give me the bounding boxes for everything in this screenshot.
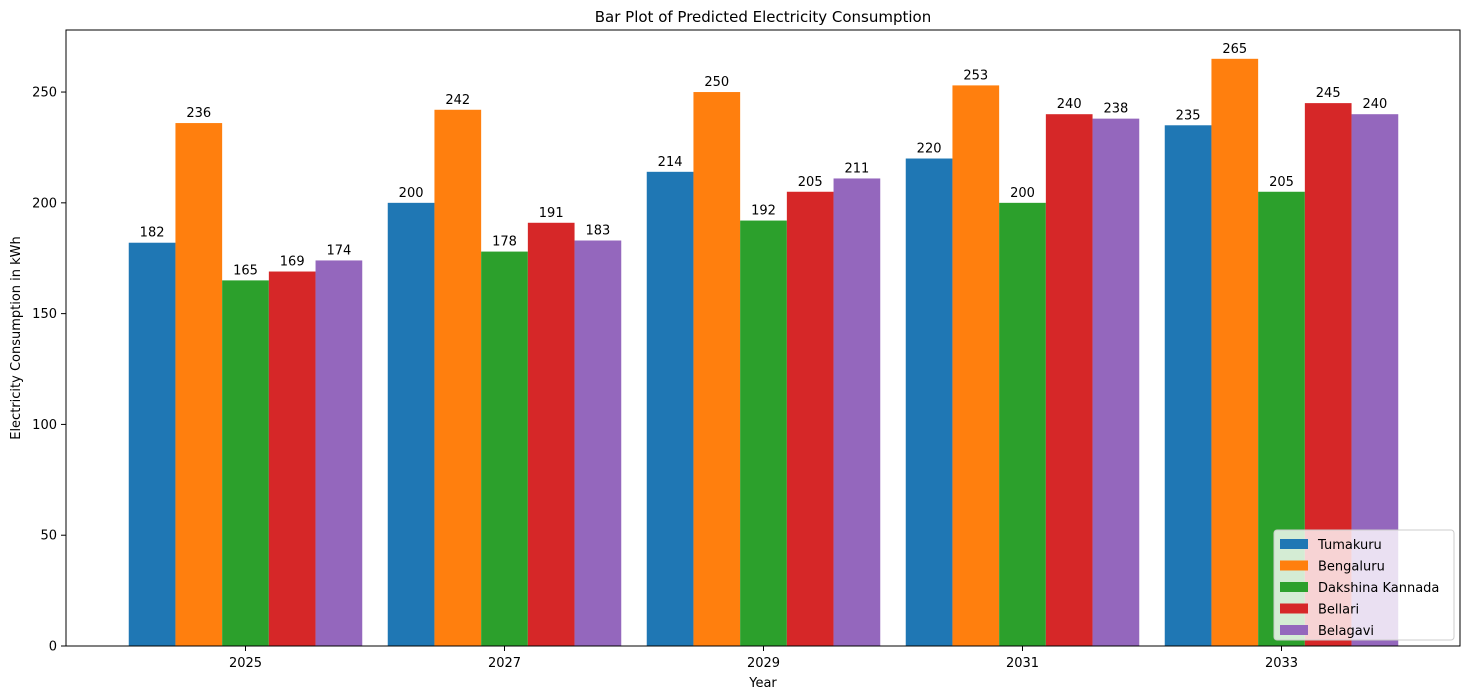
bar — [905, 158, 953, 646]
bar — [786, 191, 834, 646]
bar-value-label: 245 — [1316, 86, 1341, 101]
bar-value-label: 211 — [844, 161, 869, 176]
bar — [527, 222, 575, 646]
bar — [999, 202, 1046, 646]
y-tick-label: 0 — [49, 640, 57, 655]
y-tick-label: 100 — [32, 418, 57, 433]
bar — [1211, 58, 1259, 646]
legend-swatch — [1280, 539, 1308, 549]
bar-value-label: 174 — [326, 243, 351, 258]
bar-value-label: 165 — [233, 263, 258, 278]
legend-swatch — [1280, 582, 1308, 592]
bar-value-label: 205 — [1269, 175, 1294, 190]
bar-value-label: 250 — [704, 75, 729, 90]
y-axis-label: Electricity Consumption in kWh — [9, 236, 24, 440]
bar — [646, 171, 694, 647]
bar — [740, 220, 787, 646]
legend-label: Bellari — [1318, 603, 1359, 618]
bar — [833, 178, 881, 646]
x-tick-label: 2029 — [747, 656, 780, 671]
bar — [693, 92, 741, 647]
legend-label: Bengaluru — [1318, 560, 1385, 575]
bar — [1092, 118, 1140, 646]
bar-value-label: 183 — [585, 224, 610, 239]
bar-value-label: 253 — [963, 68, 988, 83]
bar — [387, 202, 435, 646]
bar — [175, 123, 223, 646]
x-axis-label: Year — [748, 676, 777, 691]
bar — [222, 280, 269, 646]
bar — [315, 260, 363, 646]
bar-value-label: 214 — [658, 155, 683, 170]
plot-area: 182 200 214 220 235 236 242 250 253 265 165 178 192 2… — [32, 29, 1461, 671]
y-tick-label: 200 — [32, 196, 57, 211]
bar-value-label: 169 — [280, 255, 305, 270]
bar — [128, 242, 176, 646]
y-tick-label: 150 — [32, 307, 57, 322]
legend-swatch — [1280, 625, 1308, 635]
bar-value-label: 242 — [445, 93, 470, 108]
legend-label: Belagavi — [1318, 624, 1374, 639]
legend-swatch — [1280, 560, 1308, 571]
bar-value-label: 178 — [492, 235, 517, 250]
bar-value-label: 200 — [1010, 186, 1035, 201]
legend: Tumakuru Bengaluru Dakshina Kannada Bellari… — [1273, 529, 1455, 641]
legend-label: Dakshina Kannada — [1318, 581, 1439, 596]
x-tick-label: 2033 — [1265, 656, 1298, 671]
x-tick-label: 2027 — [488, 656, 521, 671]
x-tick-label: 2031 — [1006, 656, 1039, 671]
bar-value-label: 205 — [798, 175, 823, 190]
bar — [574, 240, 622, 646]
bar-value-label: 220 — [917, 142, 942, 157]
bar-value-label: 236 — [186, 106, 211, 121]
y-tick-label: 250 — [32, 86, 57, 101]
bar-value-label: 191 — [539, 206, 564, 221]
legend-box — [1273, 529, 1455, 641]
bar-value-label: 240 — [1362, 97, 1387, 112]
legend-swatch — [1280, 603, 1308, 614]
bar-value-label: 200 — [399, 186, 424, 201]
bar — [1045, 114, 1093, 647]
bar — [481, 251, 528, 646]
x-tick-label: 2025 — [229, 656, 262, 671]
y-tick-label: 50 — [40, 529, 57, 544]
bar-value-label: 238 — [1103, 102, 1128, 117]
bar-value-label: 265 — [1222, 42, 1247, 57]
legend-label: Tumakuru — [1317, 538, 1382, 553]
bar — [1164, 125, 1212, 646]
bar — [268, 271, 316, 646]
bar — [434, 109, 482, 647]
chart-title: Bar Plot of Predicted Electricity Consum… — [595, 8, 932, 26]
bar-value-label: 192 — [751, 204, 776, 219]
bar-value-label: 235 — [1176, 108, 1201, 123]
bar-value-label: 240 — [1057, 97, 1082, 112]
bar-value-label: 182 — [140, 226, 165, 241]
bar — [952, 85, 1000, 646]
